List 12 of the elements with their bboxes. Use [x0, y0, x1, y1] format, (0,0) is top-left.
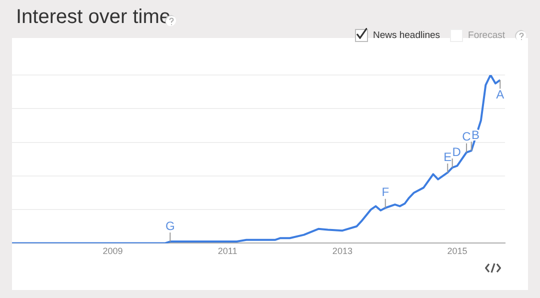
- x-tick-label: 2015: [447, 246, 468, 256]
- annotation: C: [462, 130, 472, 144]
- text: News headlines: [372, 30, 440, 41]
- annotation: E: [444, 150, 452, 164]
- annotation: A: [496, 87, 504, 102]
- annotation: G: [165, 218, 175, 233]
- annotation: F: [382, 185, 390, 200]
- annotation: D: [452, 144, 462, 159]
- x-tick-label: 2009: [102, 246, 123, 256]
- x-tick-label: 2011: [218, 246, 238, 256]
- text: Forecast: [468, 30, 505, 41]
- x-tick-label: 2013: [332, 246, 352, 256]
